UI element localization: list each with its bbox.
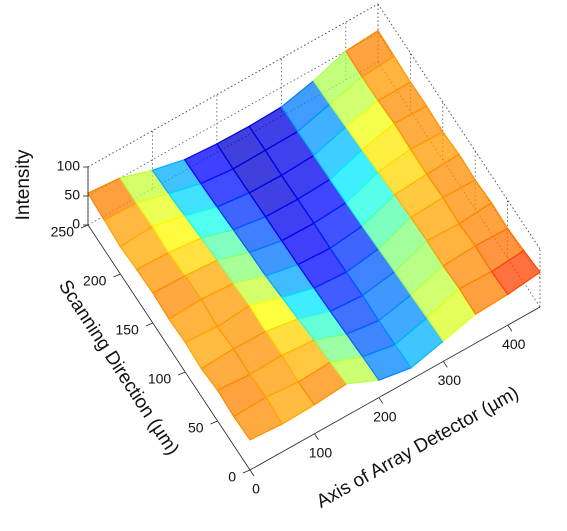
y-tick-label: 100 bbox=[148, 371, 172, 387]
x-axis-label: Axis of Array Detector (µm) bbox=[313, 383, 522, 513]
x-tick-label: 200 bbox=[373, 408, 397, 424]
z-tick-label: 0 bbox=[72, 216, 80, 232]
grid-line bbox=[87, 32, 379, 197]
x-tick bbox=[443, 361, 448, 368]
x-tick bbox=[249, 469, 255, 477]
z-tick-label: 100 bbox=[57, 158, 81, 174]
y-tick bbox=[113, 273, 121, 278]
z-tick-label: 50 bbox=[64, 187, 80, 203]
y-tick bbox=[210, 420, 218, 425]
x-tick-label: 0 bbox=[252, 481, 260, 497]
x-tick-label: 100 bbox=[309, 444, 333, 460]
y-tick bbox=[242, 469, 251, 474]
y-tick bbox=[80, 224, 89, 229]
z-axis-label: Intensity bbox=[13, 149, 34, 220]
x-tick-label: 400 bbox=[502, 336, 526, 352]
y-axis bbox=[87, 224, 251, 471]
y-tick bbox=[178, 371, 186, 376]
y-tick-label: 150 bbox=[115, 322, 139, 338]
x-axis bbox=[249, 306, 541, 471]
x-tick bbox=[314, 433, 319, 440]
x-tick-label: 300 bbox=[438, 372, 462, 388]
surface-cell bbox=[490, 249, 541, 296]
grid-line bbox=[377, 3, 541, 250]
y-tick-label: 50 bbox=[188, 420, 204, 436]
y-tick-label: 0 bbox=[228, 469, 236, 485]
y-tick bbox=[145, 322, 153, 327]
y-tick-label: 200 bbox=[83, 273, 107, 289]
grid-line bbox=[87, 3, 379, 168]
x-tick bbox=[378, 397, 384, 404]
x-tick bbox=[507, 324, 513, 332]
y-tick-label: 250 bbox=[51, 224, 75, 240]
